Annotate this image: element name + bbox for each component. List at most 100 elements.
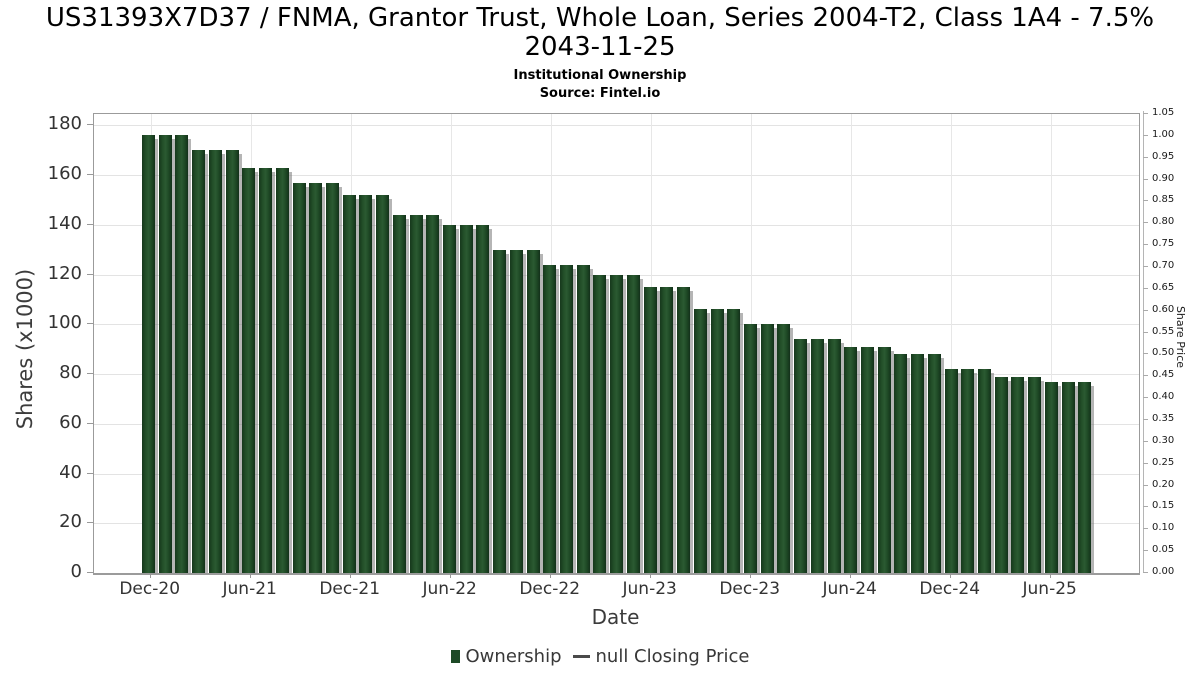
- y-axis-tick: [87, 373, 93, 374]
- ownership-bar: [944, 369, 958, 573]
- y-axis-tick: [87, 472, 93, 474]
- y2-axis-title: Share Price: [1174, 305, 1187, 369]
- y2-axis-tick: [1143, 550, 1148, 552]
- x-axis-tick: [1049, 573, 1051, 578]
- y2-axis-tick-label: 0.50: [1152, 347, 1175, 359]
- y2-axis-tick: [1143, 572, 1148, 573]
- legend-item-ownership[interactable]: Ownership: [450, 646, 562, 667]
- ownership-bar: [660, 286, 674, 573]
- ownership-bar: [760, 324, 774, 573]
- ownership-bar: [626, 274, 640, 573]
- y2-axis-tick: [1143, 397, 1148, 399]
- y2-axis-tick: [1143, 419, 1148, 420]
- ownership-bar: [693, 309, 707, 573]
- ownership-bar: [325, 182, 339, 573]
- y2-axis-tick-label: 0.75: [1152, 238, 1175, 250]
- y2-axis-tick: [1143, 506, 1148, 508]
- y2-axis-tick-label: 0.90: [1152, 172, 1175, 184]
- y2-axis-tick-label: 1.05: [1152, 107, 1175, 118]
- y2-axis-tick: [1143, 528, 1148, 530]
- y2-axis-tick-label: 0.60: [1152, 303, 1175, 315]
- y-axis-tick-label: 0: [70, 561, 82, 582]
- y2-axis-tick: [1143, 113, 1148, 114]
- x-axis-tick: [449, 573, 451, 578]
- y2-axis-tick-label: 0.35: [1152, 413, 1175, 424]
- ownership-bar: [175, 135, 189, 573]
- y2-axis-tick-label: 0.15: [1152, 500, 1175, 512]
- ownership-bar: [794, 339, 808, 573]
- x-axis-tick: [949, 573, 951, 578]
- y2-axis-tick-label: 0.70: [1152, 260, 1175, 271]
- ownership-bar: [208, 150, 222, 573]
- ownership-bar: [493, 249, 507, 573]
- ownership-bar: [911, 354, 925, 573]
- gridline-h: [94, 175, 1139, 176]
- ownership-bar: [292, 182, 306, 573]
- ownership-bar: [376, 194, 390, 573]
- plot-area: [93, 113, 1140, 575]
- legend: Ownership null Closing Price: [0, 646, 1200, 667]
- y2-axis-tick: [1143, 244, 1148, 246]
- y2-axis-tick-label: 0.20: [1152, 478, 1175, 490]
- x-axis-tick-label: Jun-21: [222, 579, 277, 599]
- ownership-bar: [392, 214, 406, 573]
- legend-closing-price-label: null Closing Price: [595, 646, 750, 667]
- ownership-bar: [710, 309, 724, 573]
- legend-item-closing-price[interactable]: null Closing Price: [572, 646, 750, 667]
- y-axis-tick-label: 120: [47, 262, 82, 284]
- x-axis-tick-label: Dec-22: [519, 579, 581, 599]
- ownership-bar: [877, 346, 891, 573]
- x-axis-tick-label: Jun-22: [422, 579, 477, 599]
- legend-dash-marker-icon: [572, 655, 590, 658]
- y2-axis-tick-label: 0.40: [1152, 391, 1175, 403]
- y2-axis-tick: [1143, 134, 1148, 136]
- ownership-bar: [409, 214, 423, 573]
- x-axis-tick-label: Jun-25: [1022, 579, 1077, 599]
- y2-axis-tick: [1143, 156, 1148, 158]
- ownership-bar: [978, 369, 991, 573]
- y2-axis-tick: [1143, 331, 1148, 333]
- y2-axis-tick: [1143, 287, 1148, 289]
- gridline-v: [950, 114, 952, 573]
- ownership-bar: [459, 224, 473, 573]
- y-axis-tick: [87, 422, 93, 424]
- y2-axis-tick: [1143, 222, 1148, 224]
- x-axis-tick: [749, 573, 751, 578]
- y-axis-tick: [87, 124, 93, 126]
- y-axis-tick: [87, 323, 93, 325]
- legend-square-marker-icon: [450, 650, 460, 663]
- ownership-bar: [927, 354, 941, 573]
- ownership-bar: [225, 150, 239, 573]
- ownership-bar: [894, 354, 908, 573]
- x-axis-tick-label: Dec-24: [919, 579, 981, 599]
- y2-axis-tick: [1143, 353, 1148, 355]
- ownership-bar: [543, 264, 557, 573]
- y2-axis-tick-label: 0.10: [1152, 522, 1175, 534]
- ownership-bar: [359, 194, 373, 573]
- x-axis-tick: [849, 573, 851, 578]
- y-axis-tick-label: 80: [59, 362, 82, 383]
- y-axis-tick-label: 180: [47, 113, 82, 135]
- ownership-bar: [242, 167, 256, 573]
- y2-axis-tick-label: 0.45: [1152, 369, 1175, 381]
- ownership-bar: [509, 249, 523, 573]
- y2-axis-tick: [1143, 462, 1148, 464]
- y-axis-tick-label: 140: [47, 212, 82, 234]
- ownership-bar: [526, 249, 540, 573]
- gridline-h: [94, 224, 1139, 226]
- ownership-bar: [810, 339, 824, 573]
- ownership-bar: [643, 286, 657, 573]
- ownership-bar: [727, 309, 741, 573]
- y2-axis-tick-label: 0.00: [1152, 566, 1175, 577]
- chart-source-label: Source: Fintel.io: [539, 86, 661, 101]
- y2-axis-tick-label: 0.05: [1152, 544, 1175, 556]
- ownership-bar: [827, 339, 841, 573]
- legend-ownership-label: Ownership: [465, 646, 562, 667]
- y-axis-tick-label: 100: [47, 312, 82, 334]
- y-axis-tick-label: 20: [59, 511, 82, 533]
- y-axis-tick: [87, 273, 93, 275]
- y2-axis-tick: [1143, 440, 1148, 442]
- y2-axis-tick-label: 1.00: [1152, 128, 1175, 140]
- x-axis-tick: [149, 573, 151, 578]
